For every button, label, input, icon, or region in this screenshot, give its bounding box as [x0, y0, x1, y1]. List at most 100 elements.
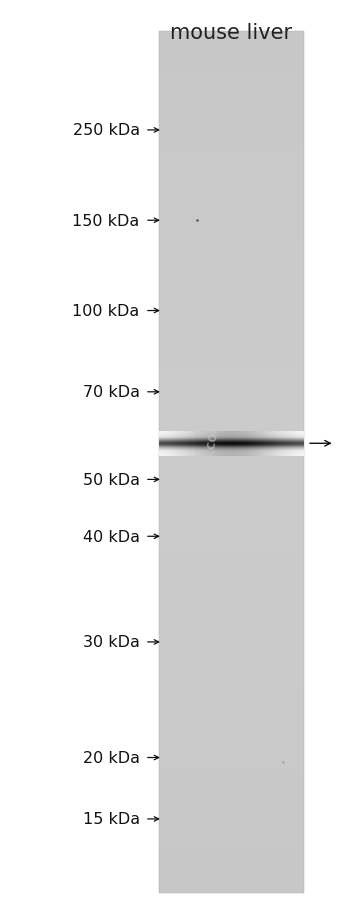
Bar: [159, 333, 304, 336]
Bar: [159, 456, 304, 459]
Bar: [159, 684, 304, 686]
Bar: [159, 502, 304, 505]
Bar: [159, 138, 304, 141]
Bar: [159, 445, 304, 448]
Bar: [159, 534, 304, 537]
Bar: [159, 350, 304, 354]
Bar: [159, 218, 304, 221]
Bar: [159, 325, 304, 327]
Bar: [159, 597, 304, 600]
Bar: [159, 698, 304, 701]
Bar: [159, 255, 304, 258]
Bar: [159, 347, 304, 350]
Bar: [159, 379, 304, 382]
Bar: [159, 658, 304, 660]
Bar: [159, 689, 304, 692]
Bar: [159, 167, 304, 170]
Bar: [159, 537, 304, 539]
Bar: [159, 304, 304, 308]
Text: 250 kDa: 250 kDa: [72, 124, 140, 138]
Bar: [159, 735, 304, 738]
Bar: [159, 655, 304, 658]
Bar: [159, 393, 304, 396]
Bar: [159, 531, 304, 534]
Bar: [159, 890, 304, 893]
Bar: [159, 327, 304, 330]
Bar: [159, 264, 304, 267]
Bar: [159, 769, 304, 772]
Bar: [159, 743, 304, 747]
Bar: [159, 830, 304, 833]
Bar: [159, 213, 304, 216]
Bar: [159, 772, 304, 775]
Bar: [159, 279, 304, 281]
Bar: [159, 299, 304, 301]
Bar: [159, 462, 304, 465]
Bar: [159, 554, 304, 557]
Bar: [159, 580, 304, 583]
Bar: [159, 881, 304, 884]
Bar: [159, 262, 304, 264]
Bar: [159, 95, 304, 97]
Bar: [159, 135, 304, 138]
Bar: [159, 465, 304, 468]
Bar: [159, 322, 304, 325]
Bar: [159, 824, 304, 827]
Bar: [159, 529, 304, 531]
Bar: [159, 563, 304, 566]
Bar: [159, 402, 304, 405]
Bar: [159, 726, 304, 730]
Bar: [159, 796, 304, 798]
Bar: [159, 192, 304, 195]
Bar: [159, 543, 304, 546]
Bar: [159, 330, 304, 333]
Bar: [159, 704, 304, 706]
Bar: [159, 721, 304, 723]
Bar: [159, 635, 304, 638]
Bar: [159, 422, 304, 425]
Bar: [159, 121, 304, 124]
Bar: [159, 488, 304, 491]
Bar: [159, 382, 304, 385]
Bar: [159, 451, 304, 454]
Bar: [159, 575, 304, 577]
Bar: [159, 623, 304, 626]
Bar: [159, 201, 304, 204]
Bar: [159, 405, 304, 408]
Bar: [159, 287, 304, 290]
Text: 40 kDa: 40 kDa: [83, 529, 140, 544]
Bar: [159, 468, 304, 471]
Bar: [159, 425, 304, 428]
Bar: [159, 276, 304, 279]
Bar: [159, 755, 304, 758]
Bar: [159, 709, 304, 712]
Bar: [159, 741, 304, 743]
Text: 100 kDa: 100 kDa: [72, 304, 140, 318]
Bar: [159, 316, 304, 318]
Bar: [159, 399, 304, 402]
Bar: [159, 359, 304, 362]
Bar: [159, 852, 304, 856]
Bar: [159, 652, 304, 655]
Bar: [159, 244, 304, 247]
Bar: [159, 32, 304, 893]
Bar: [159, 146, 304, 150]
Bar: [159, 715, 304, 718]
Bar: [159, 437, 304, 439]
Bar: [159, 603, 304, 606]
Bar: [159, 163, 304, 167]
Bar: [159, 367, 304, 371]
Text: 70 kDa: 70 kDa: [83, 385, 140, 400]
Bar: [159, 778, 304, 781]
Bar: [159, 175, 304, 178]
Bar: [159, 83, 304, 86]
Bar: [159, 281, 304, 284]
Bar: [159, 692, 304, 695]
Bar: [159, 539, 304, 543]
Text: 30 kDa: 30 kDa: [83, 635, 140, 649]
Bar: [159, 442, 304, 445]
Text: 15 kDa: 15 kDa: [82, 812, 140, 826]
Bar: [159, 629, 304, 631]
Bar: [159, 856, 304, 859]
Bar: [159, 672, 304, 675]
